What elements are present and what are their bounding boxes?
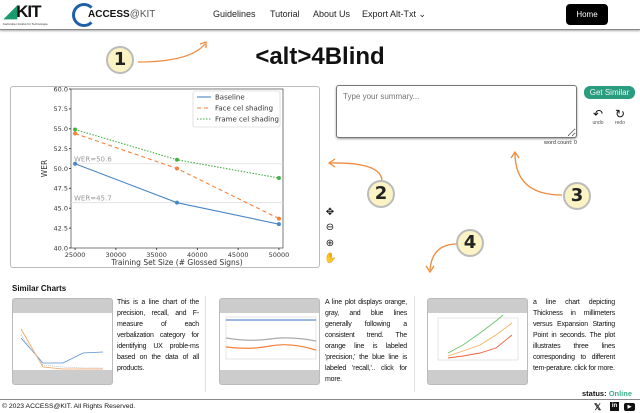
similar-charts-heading: Similar Charts xyxy=(12,284,67,293)
zoom-in-icon[interactable]: ⊕ xyxy=(325,238,335,249)
data-point xyxy=(276,222,281,227)
summary-input[interactable] xyxy=(336,85,577,138)
similar-chart-thumbnail-1[interactable] xyxy=(12,298,113,385)
reference-label: WER=50.6 xyxy=(74,156,112,164)
y-axis-label: WER xyxy=(40,160,49,177)
nav-export-alt-txt[interactable]: Export Alt-Txt ⌄ xyxy=(362,9,427,19)
x-tick-label: 30000 xyxy=(106,251,127,259)
x-tick-label: 50000 xyxy=(269,251,290,259)
arrow-2 xyxy=(329,162,383,181)
nav-tutorial[interactable]: Tutorial xyxy=(270,9,300,19)
arrow-3 xyxy=(514,152,563,196)
step-badge-2: 2 xyxy=(367,180,395,208)
data-point xyxy=(175,200,179,205)
data-point xyxy=(276,216,281,221)
series-line-1 xyxy=(74,132,280,220)
similar-chart-description-3[interactable]: a line chart depicting Thickness in mill… xyxy=(533,299,615,372)
youtube-icon[interactable]: ▶ xyxy=(624,403,635,411)
x-tick-label: 45000 xyxy=(228,251,249,259)
thumbnail-line-chart xyxy=(428,313,527,370)
get-similar-button[interactable]: Get Similar xyxy=(584,86,635,99)
hand-icon[interactable]: ✋ xyxy=(324,253,337,264)
data-point xyxy=(276,176,281,181)
similar-chart-thumbnail-2[interactable] xyxy=(219,298,320,385)
similar-chart-description-1[interactable]: This is a line chart of the precision, r… xyxy=(117,299,199,372)
y-tick-label: 52.5 xyxy=(54,145,68,153)
legend-label: Baseline xyxy=(215,94,245,102)
main-chart: WER=50.6 WER=45.7 25000 30000 35000 40000 4500… xyxy=(40,85,290,267)
arrow-4 xyxy=(429,243,458,271)
series-line-2 xyxy=(74,129,280,179)
redo-icon: ↻ xyxy=(614,107,626,121)
arrow-2-head xyxy=(327,158,336,168)
chevron-down-icon: ⌄ xyxy=(418,9,427,19)
arrow-1 xyxy=(137,43,206,63)
y-tick-label: 47.5 xyxy=(54,185,68,193)
reference-label: WER=45.7 xyxy=(74,195,112,203)
similar-chart-description-2[interactable]: A line plot displays orange, gray, and b… xyxy=(325,299,407,383)
step-badge-3: 3 xyxy=(563,182,591,210)
pan-move-icon[interactable]: ✥ xyxy=(325,207,335,218)
arrow-3-head xyxy=(510,150,520,159)
x-tick-label: 25000 xyxy=(65,251,86,259)
y-tick-label: 60.0 xyxy=(54,87,68,93)
step-badge-4: 4 xyxy=(456,229,484,257)
thumbnail-line-chart xyxy=(13,313,112,370)
undo-button[interactable]: ↶ undo xyxy=(590,108,606,126)
undo-icon: ↶ xyxy=(592,107,604,121)
x-tick-label: 35000 xyxy=(146,251,167,259)
legend-label: Face cel shading xyxy=(215,105,273,113)
y-tick-label: 40.0 xyxy=(54,244,68,252)
y-tick-label: 55.0 xyxy=(54,125,68,133)
nav-about-us[interactable]: About Us xyxy=(313,9,351,19)
footer-divider xyxy=(0,399,640,400)
word-count: word count: 0 xyxy=(543,140,577,146)
home-button[interactable]: Home xyxy=(566,4,608,25)
y-tick-label: 42.5 xyxy=(54,224,68,232)
x-axis-label: Training Set Size (# Glossed Signs) xyxy=(110,258,242,267)
similar-chart-thumbnail-3[interactable] xyxy=(427,298,528,385)
data-point xyxy=(175,166,179,171)
x-icon[interactable]: 𝕏 xyxy=(594,402,602,412)
status-indicator: status: Online xyxy=(582,389,633,398)
x-tick-label: 40000 xyxy=(187,251,208,259)
navbar xyxy=(0,0,640,30)
divider xyxy=(414,296,415,392)
data-point xyxy=(73,127,78,132)
kit-logo-subtitle: Karlsruher Institut für Technologie xyxy=(3,22,48,26)
redo-button[interactable]: ↻ redo xyxy=(612,108,628,126)
legend-label: Frame cel shading xyxy=(215,116,279,124)
arrow-4-head xyxy=(425,265,435,274)
access-kit-logo[interactable]: ACCESS@KIT xyxy=(72,3,155,27)
legend-box xyxy=(192,90,281,128)
divider xyxy=(205,296,206,392)
step-badge-1: 1 xyxy=(106,46,134,74)
y-tick-label: 50.0 xyxy=(54,165,68,173)
y-tick-label: 45.0 xyxy=(54,205,68,213)
y-tick-label: 57.5 xyxy=(54,105,68,113)
thumbnail-line-chart xyxy=(220,313,319,370)
chart-container: WER=50.6 WER=45.7 25000 30000 35000 40000 4500… xyxy=(10,85,320,268)
zoom-out-icon[interactable]: ⊖ xyxy=(325,222,335,233)
page-title: <alt>4Blind xyxy=(255,43,385,70)
nav-guidelines[interactable]: Guidelines xyxy=(213,9,256,19)
data-point xyxy=(175,157,179,162)
kit-logo[interactable]: ◢KIT xyxy=(4,2,41,21)
data-point xyxy=(73,131,78,136)
linkedin-icon[interactable]: in xyxy=(610,402,619,411)
copyright: © 2023 ACCESS@KIT. All Rights Reserved. xyxy=(2,403,136,410)
arrow-1-head xyxy=(199,41,207,48)
data-point xyxy=(73,161,78,166)
